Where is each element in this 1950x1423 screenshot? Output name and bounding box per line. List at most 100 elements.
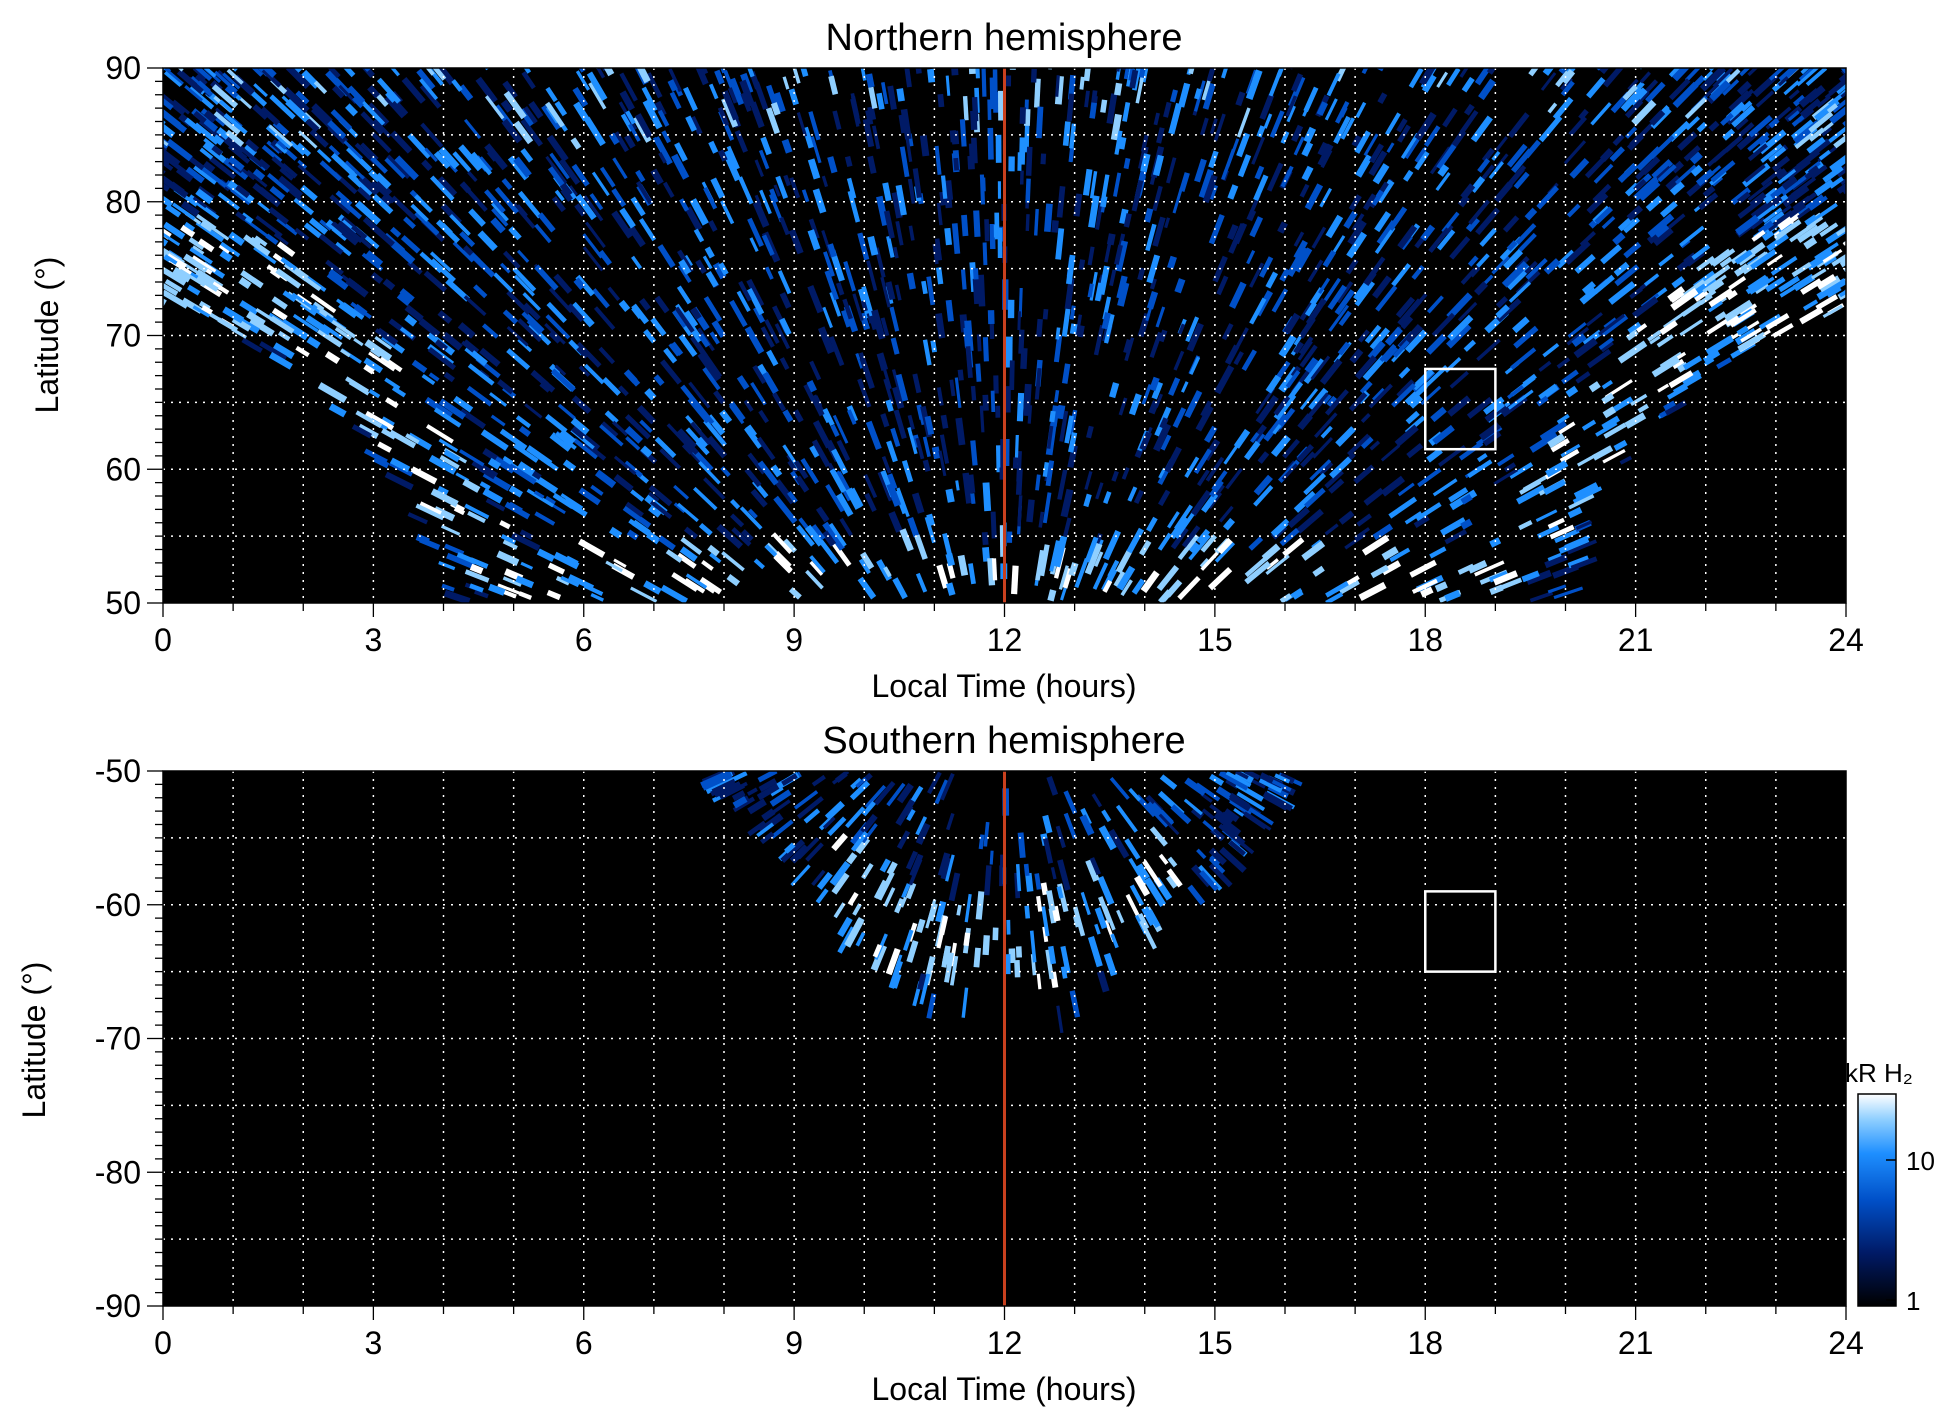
north-emission-streak — [1400, 316, 1414, 330]
north-emission-streak — [807, 285, 824, 314]
north-emission-streak — [1542, 342, 1560, 358]
north-emission-streak — [1420, 224, 1436, 242]
north-emission-streak — [630, 489, 645, 502]
north-emission-streak — [611, 420, 629, 437]
north-emission-streak — [1395, 296, 1416, 319]
north-emission-streak — [549, 152, 570, 180]
north-emission-streak — [1042, 308, 1049, 320]
north-emission-streak — [1672, 68, 1690, 82]
north-emission-streak — [753, 558, 765, 570]
north-emission-streak — [1783, 80, 1800, 96]
south-emission-streak — [885, 947, 901, 976]
north-emission-streak — [1179, 172, 1190, 192]
north-emission-streak — [1436, 144, 1457, 170]
north-emission-streak — [623, 369, 638, 384]
north-emission-streak — [363, 448, 388, 465]
north-emission-streak — [907, 427, 918, 455]
north-emission-streak — [628, 123, 641, 142]
north-emission-streak — [1084, 90, 1090, 108]
north-emission-streak — [583, 363, 605, 385]
north-emission-streak — [746, 278, 765, 307]
north-emission-streak — [1319, 358, 1343, 385]
north-emission-streak — [480, 429, 509, 451]
north-emission-streak — [1672, 358, 1685, 370]
north-emission-streak — [657, 109, 670, 127]
north-emission-streak — [832, 110, 842, 130]
north-emission-streak — [747, 217, 764, 248]
north-emission-streak — [1679, 319, 1704, 337]
south-emission-streak — [793, 790, 819, 810]
north-emission-streak — [545, 101, 565, 128]
north-emission-streak — [274, 142, 288, 154]
north-emission-streak — [1293, 490, 1317, 513]
north-emission-streak — [795, 475, 810, 493]
north-emission-streak — [1787, 110, 1800, 122]
north-emission-streak — [1355, 101, 1367, 119]
north-emission-streak — [513, 120, 534, 145]
north-emission-streak — [643, 580, 662, 595]
south-emission-streak — [747, 820, 767, 837]
north-emission-streak — [1271, 288, 1289, 313]
north-emission-streak — [817, 326, 835, 354]
north-emission-streak — [1739, 303, 1758, 317]
north-emission-streak — [484, 143, 508, 171]
north-emission-streak — [1738, 252, 1756, 266]
north-emission-streak — [689, 198, 709, 226]
south-ytick-label: -60 — [95, 887, 141, 923]
north-emission-streak — [1025, 214, 1030, 231]
north-emission-streak — [1476, 253, 1490, 268]
north-emission-streak — [1156, 127, 1165, 144]
north-emission-streak — [806, 380, 817, 393]
north-emission-streak — [1488, 161, 1504, 180]
north-emission-streak — [239, 300, 259, 316]
north-emission-streak — [1398, 366, 1411, 379]
north-emission-streak — [1170, 89, 1178, 103]
north-emission-streak — [1691, 244, 1711, 261]
north-emission-streak — [436, 68, 456, 86]
north-emission-streak — [1659, 320, 1678, 336]
north-emission-streak — [390, 241, 416, 265]
north-emission-streak — [1235, 327, 1249, 348]
north-emission-streak — [886, 440, 898, 463]
north-emission-streak — [1572, 486, 1603, 504]
north-emission-streak — [1766, 253, 1783, 267]
north-emission-streak — [337, 220, 364, 244]
north-emission-streak — [886, 482, 902, 507]
north-emission-streak — [1683, 145, 1701, 162]
south-emission-streak — [1080, 891, 1091, 916]
north-emission-streak — [850, 93, 861, 125]
north-emission-streak — [390, 68, 400, 77]
north-emission-streak — [1153, 112, 1160, 126]
south-emission-streak — [860, 813, 878, 834]
south-emission-streak — [847, 892, 859, 906]
north-emission-streak — [1432, 478, 1458, 497]
north-emission-streak — [882, 182, 892, 202]
north-emission-streak — [348, 380, 370, 396]
north-emission-streak — [1325, 592, 1344, 603]
north-emission-streak — [796, 524, 815, 547]
north-emission-streak — [935, 313, 946, 339]
south-emission-streak — [1056, 1005, 1064, 1034]
north-emission-streak — [1173, 504, 1194, 531]
north-emission-streak — [932, 243, 939, 265]
south-ytick-label: -80 — [95, 1154, 141, 1190]
north-emission-streak — [502, 455, 514, 466]
north-emission-streak — [880, 276, 891, 308]
north-emission-streak — [639, 297, 651, 311]
north-emission-streak — [1086, 425, 1094, 439]
north-emission-streak — [377, 441, 392, 453]
south-x-axis: 0 3 6 9 12 15 18 21 24 — [154, 1306, 1864, 1361]
north-emission-streak — [747, 508, 758, 519]
north-emission-streak — [1635, 168, 1648, 181]
north-emission-streak — [1249, 262, 1265, 288]
north-emission-streak — [1503, 166, 1525, 191]
north-emission-streak — [1253, 474, 1273, 496]
north-emission-streak — [1567, 539, 1598, 555]
north-emission-streak — [338, 197, 363, 220]
colorbar-tick-1: 1 — [1906, 1286, 1920, 1316]
north-emission-streak — [644, 388, 657, 401]
north-emission-streak — [828, 336, 845, 367]
north-emission-streak — [1799, 306, 1824, 325]
north-emission-streak — [1547, 102, 1558, 114]
north-emission-streak — [765, 107, 780, 135]
